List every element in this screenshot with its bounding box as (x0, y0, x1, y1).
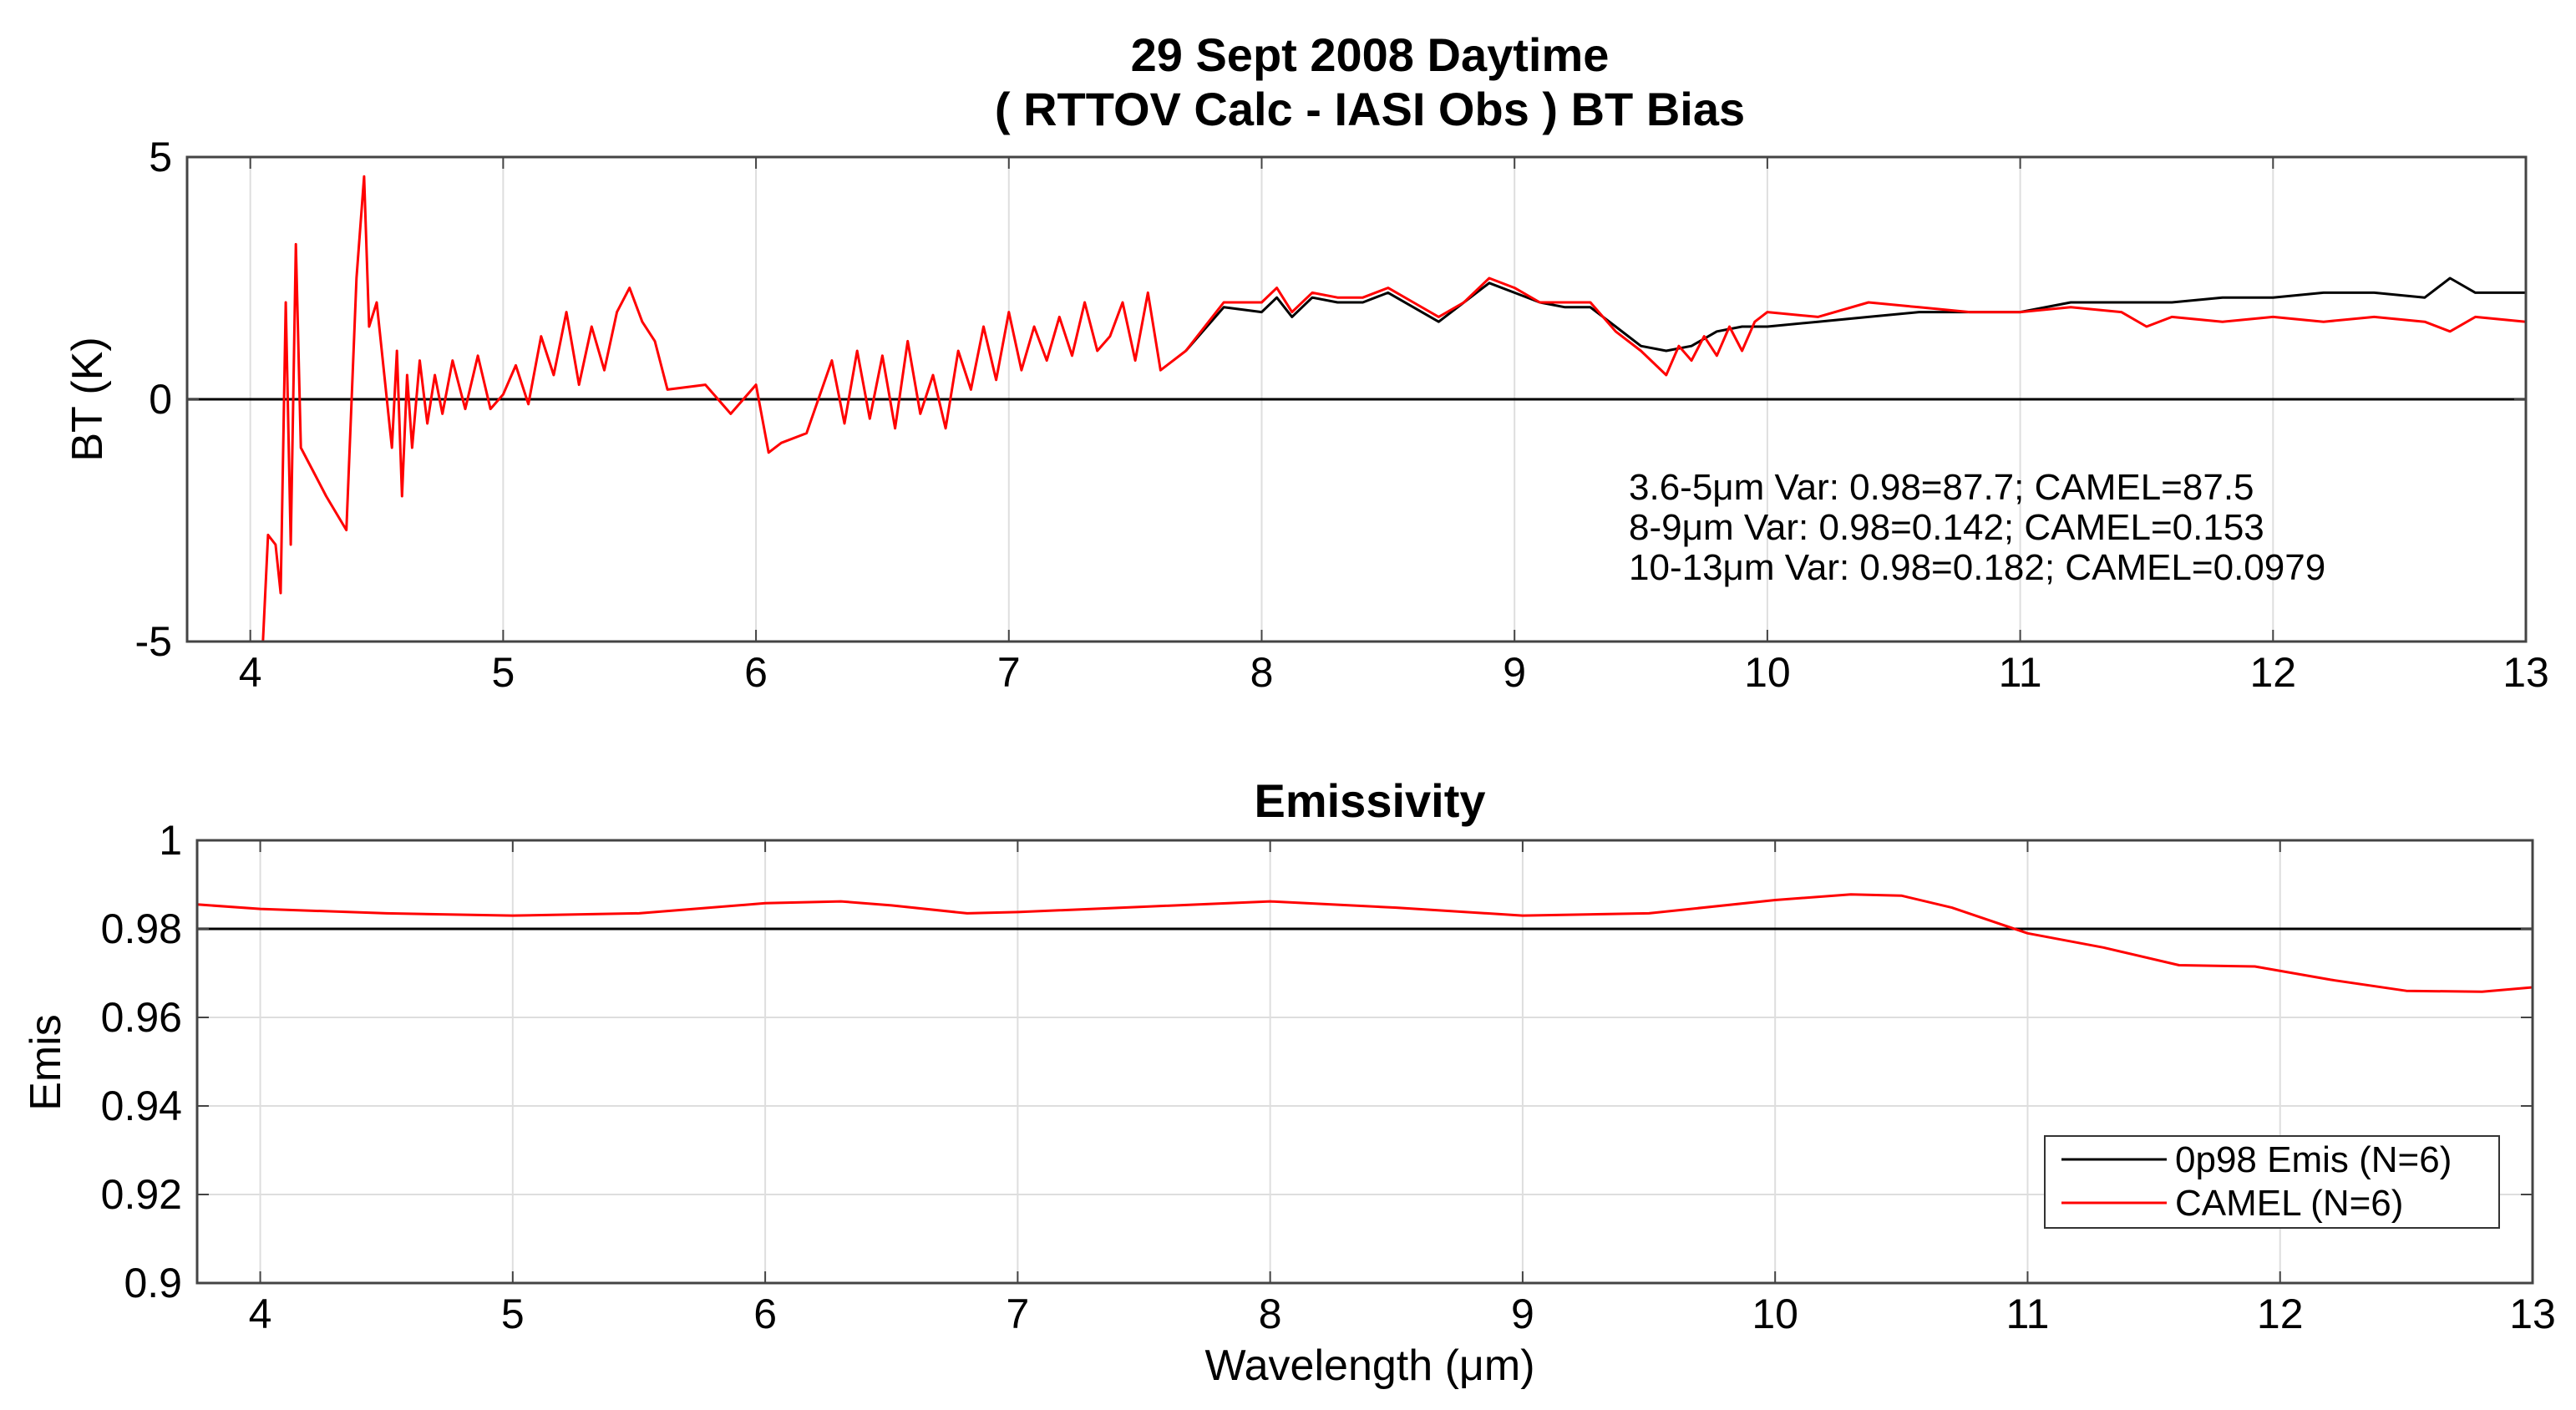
y-tick-label: 1 (159, 817, 182, 864)
x-tick-label: 13 (2509, 1291, 2556, 1337)
x-tick-label: 8 (1250, 649, 1274, 696)
emissivity-chart: Emissivity 4 5 6 7 8 9 10 11 12 13 0.9 0.92 0.94 0.96… (22, 774, 2556, 1390)
x-tick-label: 4 (239, 649, 262, 696)
bt-bias-chart: 29 Sept 2008 Daytime ( RTTOV Calc - IASI… (63, 28, 2549, 696)
y-tick-label: 0.98 (101, 905, 182, 952)
stats-line-1: 3.6-5μm Var: 0.98=87.7; CAMEL=87.5 (1629, 467, 2254, 508)
x-tick-label: 6 (744, 649, 768, 696)
bt-bias-series (261, 175, 2527, 642)
series-line-camel-n-6 (196, 893, 2533, 993)
emissivity-axes-box (195, 839, 2534, 1285)
stats-line-2: 8-9μm Var: 0.98=0.142; CAMEL=0.153 (1629, 507, 2264, 548)
legend: 0p98 Emis (N=6) CAMEL (N=6) (2044, 1135, 2500, 1229)
legend-label-camel: CAMEL (N=6) (2175, 1183, 2403, 1224)
x-tick-label: 10 (1752, 1291, 1798, 1337)
x-tick-label: 9 (1511, 1291, 1534, 1337)
bt-bias-y-axis-label: BT (K) (63, 337, 112, 461)
stats-line-3: 10-13μm Var: 0.98=0.182; CAMEL=0.0979 (1629, 547, 2325, 588)
y-tick-label: 0.96 (101, 994, 182, 1041)
emissivity-y-axis-label: Emis (22, 1014, 70, 1111)
x-tick-label: 5 (501, 1291, 525, 1337)
x-tick-label: 12 (2249, 649, 2296, 696)
x-tick-label: 12 (2257, 1291, 2304, 1337)
legend-box (2044, 1135, 2500, 1229)
x-tick-label: 7 (1006, 1291, 1029, 1337)
x-tick-label: 9 (1503, 649, 1526, 696)
x-tick-label: 6 (753, 1291, 777, 1337)
bt-bias-stats-annotation: 3.6-5μm Var: 0.98=87.7; CAMEL=87.5 8-9μm… (1629, 467, 2325, 588)
y-tick-label: 5 (149, 134, 172, 180)
emissivity-series (196, 893, 2533, 993)
x-tick-label: 5 (491, 649, 515, 696)
x-tick-label: 13 (2502, 649, 2549, 696)
y-tick-label: 0.92 (101, 1171, 182, 1218)
emissivity-chart-title: Emissivity (1254, 774, 1485, 827)
bt-bias-chart-subtitle: ( RTTOV Calc - IASI Obs ) BT Bias (995, 83, 1745, 135)
y-tick-label: 0.94 (101, 1083, 182, 1129)
y-tick-label: 0 (149, 376, 172, 423)
y-tick-label: 0.9 (124, 1260, 182, 1306)
x-tick-label: 8 (1259, 1291, 1282, 1337)
emissivity-x-axis-label: Wavelength (μm) (1204, 1342, 1534, 1390)
x-tick-label: 4 (249, 1291, 272, 1337)
bt-bias-ticks: 4 5 6 7 8 9 10 11 12 13 -5 0 5 (135, 134, 2549, 696)
x-tick-label: 11 (1999, 649, 2042, 696)
series-line-camel-n-6 (261, 175, 2527, 642)
emissivity-ticks: 4 5 6 7 8 9 10 11 12 13 0.9 0.92 0.94 0.96 0.98 1 (101, 817, 2556, 1337)
x-tick-label: 11 (2006, 1291, 2050, 1337)
bt-bias-chart-title: 29 Sept 2008 Daytime (1131, 28, 1610, 81)
x-tick-label: 10 (1744, 649, 1791, 696)
legend-label-0p98: 0p98 Emis (N=6) (2175, 1139, 2452, 1180)
x-tick-label: 7 (997, 649, 1021, 696)
y-tick-label: -5 (135, 618, 172, 665)
